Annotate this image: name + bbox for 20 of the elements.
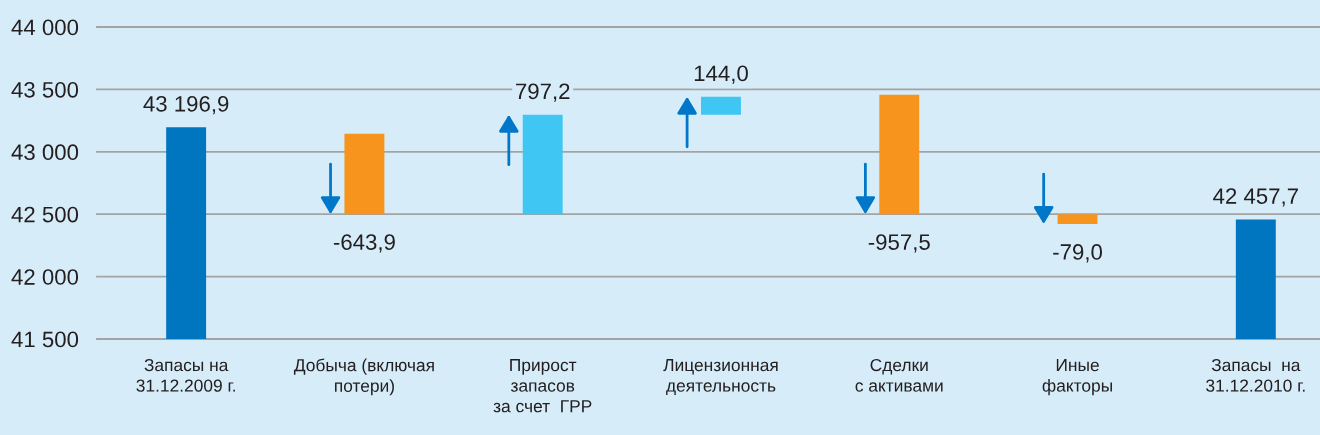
- x-tick-label: Запасы на 31.12.2009 г.: [136, 358, 235, 392]
- x-tick-label: Иные факторы: [1042, 359, 1112, 396]
- data-label: 43 196,9: [143, 95, 229, 115]
- x-tick-label: Сделки с активами: [855, 358, 943, 392]
- y-tick-label: 43 500: [11, 81, 79, 98]
- data-label: -643,9: [333, 234, 395, 253]
- y-tick-label: 42 500: [11, 206, 79, 223]
- data-label: -957,5: [868, 234, 930, 253]
- data-label: 144,0: [694, 65, 748, 84]
- data-label: 42 457,7: [1213, 188, 1298, 207]
- x-tick-label: Прирост запасов за счет ГРР: [493, 359, 592, 413]
- x-tick-label: Лицензионная деятельность: [663, 359, 778, 396]
- y-tick-label: 44 000: [11, 19, 79, 36]
- y-tick-label: 43 000: [11, 144, 79, 161]
- data-label: 797,2: [516, 83, 570, 102]
- x-tick-label: Запасы на 31.12.2010 г.: [1206, 358, 1305, 392]
- x-tick-label: Добыча (включая потери): [293, 358, 434, 396]
- data-label: -79,0: [1053, 244, 1102, 263]
- y-tick-label: 42 000: [11, 269, 79, 285]
- y-tick-label: 41 500: [11, 331, 79, 348]
